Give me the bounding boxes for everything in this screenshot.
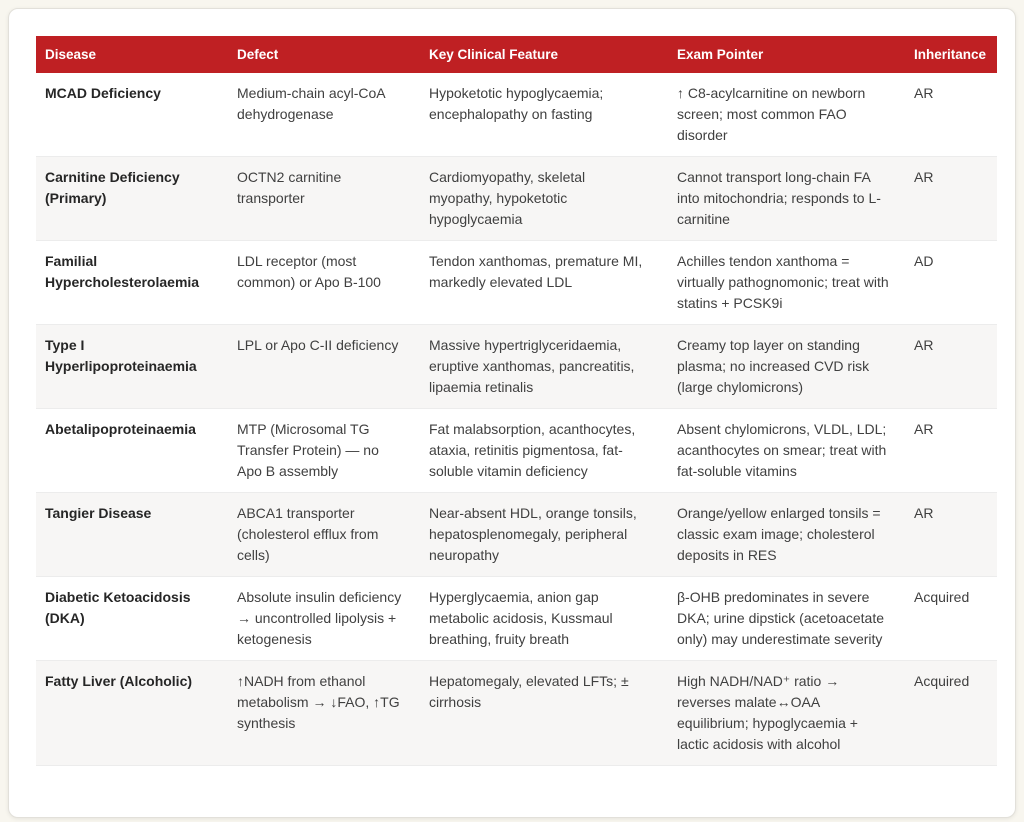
- cell-defect: ↑NADH from ethanol metabolism → ↓FAO, ↑T…: [228, 660, 420, 766]
- cell-inheritance: AD: [905, 240, 997, 325]
- table-header-row: Disease Defect Key Clinical Feature Exam Po…: [36, 36, 997, 73]
- cell-disease: Fatty Liver (Alcoholic): [36, 660, 228, 766]
- column-header-disease: Disease: [36, 36, 228, 73]
- cell-feature: Near-absent HDL, orange tonsils, hepatos…: [420, 492, 668, 577]
- table-body: MCAD Deficiency Medium-chain acyl-CoA deh…: [36, 73, 997, 766]
- cell-defect: Medium-chain acyl-CoA dehydrogenase: [228, 73, 420, 157]
- cell-inheritance: AR: [905, 156, 997, 241]
- cell-disease: MCAD Deficiency: [36, 73, 228, 157]
- cell-defect: LDL receptor (most common) or Apo B-100: [228, 240, 420, 325]
- cell-inheritance: AR: [905, 408, 997, 493]
- table-row: Type I Hyperlipoproteinaemia LPL or Apo C…: [36, 324, 997, 409]
- table-row: MCAD Deficiency Medium-chain acyl-CoA deh…: [36, 73, 997, 157]
- column-header-feature: Key Clinical Feature: [420, 36, 668, 73]
- cell-inheritance: Acquired: [905, 660, 997, 766]
- cell-pointer: Cannot transport long-chain FA into mito…: [668, 156, 905, 241]
- cell-feature: Fat malabsorption, acanthocytes, ataxia,…: [420, 408, 668, 493]
- cell-inheritance: AR: [905, 73, 997, 157]
- table-row: Diabetic Ketoacidosis (DKA) Absolute insu…: [36, 576, 997, 661]
- table-row: Familial Hypercholesterolaemia LDL recept…: [36, 240, 997, 325]
- cell-inheritance: AR: [905, 492, 997, 577]
- column-header-pointer: Exam Pointer: [668, 36, 905, 73]
- cell-defect: MTP (Microsomal TG Transfer Protein) — n…: [228, 408, 420, 493]
- cell-disease: Carnitine Deficiency (Primary): [36, 156, 228, 241]
- cell-pointer: Absent chylomicrons, VLDL, LDL; acanthoc…: [668, 408, 905, 493]
- cell-feature: Hyperglycaemia, anion gap metabolic acid…: [420, 576, 668, 661]
- table-row: Tangier Disease ABCA1 transporter (choles…: [36, 492, 997, 577]
- metabolic-disorders-table: Disease Defect Key Clinical Feature Exam Po…: [36, 36, 997, 766]
- cell-disease: Abetalipoproteinaemia: [36, 408, 228, 493]
- table-row: Carnitine Deficiency (Primary) OCTN2 carn…: [36, 156, 997, 241]
- table-row: Abetalipoproteinaemia MTP (Microsomal TG …: [36, 408, 997, 493]
- cell-pointer: ↑ C8-acylcarnitine on newborn screen; mo…: [668, 73, 905, 157]
- reference-table-card: Disease Defect Key Clinical Feature Exam Po…: [8, 8, 1016, 818]
- table-row: Fatty Liver (Alcoholic) ↑NADH from ethano…: [36, 660, 997, 766]
- cell-defect: OCTN2 carnitine transporter: [228, 156, 420, 241]
- cell-inheritance: AR: [905, 324, 997, 409]
- cell-disease: Familial Hypercholesterolaemia: [36, 240, 228, 325]
- cell-feature: Cardiomyopathy, skeletal myopathy, hypok…: [420, 156, 668, 241]
- cell-pointer: β-OHB predominates in severe DKA; urine …: [668, 576, 905, 661]
- table-header: Disease Defect Key Clinical Feature Exam Po…: [36, 36, 997, 73]
- cell-feature: Hepatomegaly, elevated LFTs; ± cirrhosis: [420, 660, 668, 766]
- column-header-defect: Defect: [228, 36, 420, 73]
- cell-pointer: High NADH/NAD⁺ ratio → reverses malate↔O…: [668, 660, 905, 766]
- cell-feature: Hypoketotic hypoglycaemia; encephalopath…: [420, 73, 668, 157]
- cell-feature: Massive hypertriglyceridaemia, eruptive …: [420, 324, 668, 409]
- cell-defect: ABCA1 transporter (cholesterol efflux fr…: [228, 492, 420, 577]
- cell-pointer: Creamy top layer on standing plasma; no …: [668, 324, 905, 409]
- cell-defect: Absolute insulin deficiency → uncontroll…: [228, 576, 420, 661]
- column-header-inheritance: Inheritance: [905, 36, 997, 73]
- cell-disease: Tangier Disease: [36, 492, 228, 577]
- cell-defect: LPL or Apo C-II deficiency: [228, 324, 420, 409]
- cell-pointer: Orange/yellow enlarged tonsils = classic…: [668, 492, 905, 577]
- cell-inheritance: Acquired: [905, 576, 997, 661]
- cell-pointer: Achilles tendon xanthoma = virtually pat…: [668, 240, 905, 325]
- cell-disease: Diabetic Ketoacidosis (DKA): [36, 576, 228, 661]
- cell-disease: Type I Hyperlipoproteinaemia: [36, 324, 228, 409]
- cell-feature: Tendon xanthomas, premature MI, markedly…: [420, 240, 668, 325]
